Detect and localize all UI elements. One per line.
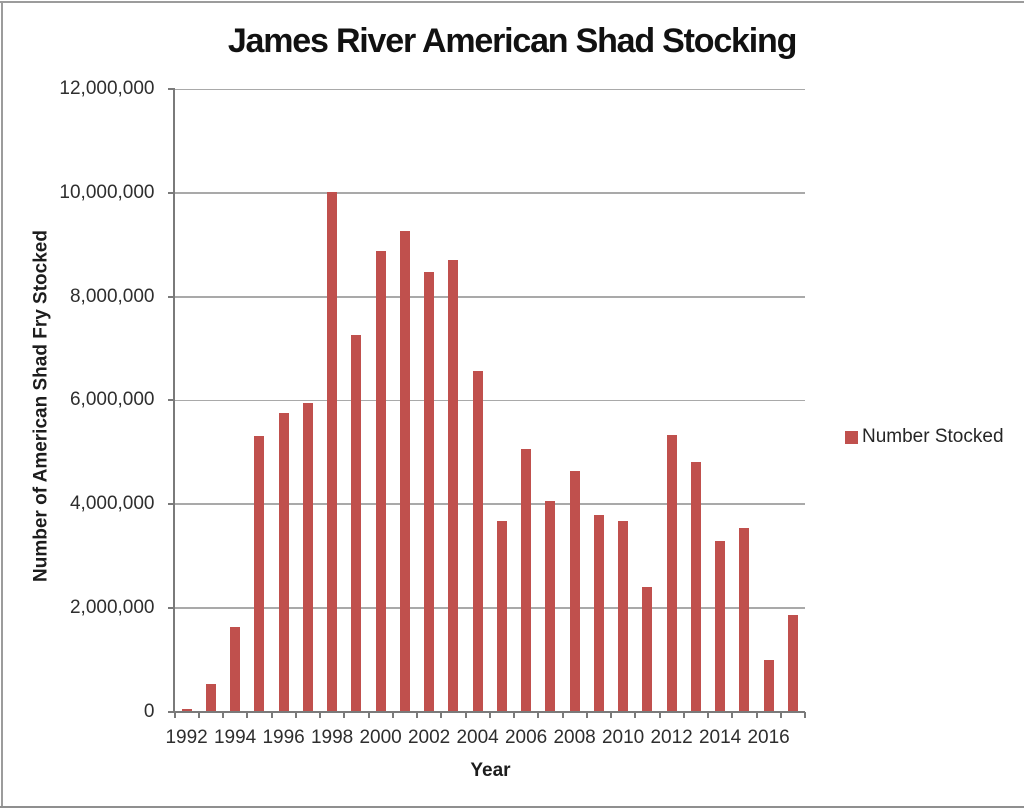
x-tick-19	[634, 711, 637, 718]
gridline-4000000	[174, 503, 805, 505]
x-tick-label-2000: 2000	[359, 727, 402, 748]
bar-2016	[763, 659, 774, 712]
y-tick-label-8000000: 8,000,000	[69, 285, 155, 307]
x-tick-label-2012: 2012	[650, 727, 693, 748]
y-tick-label-10000000: 10,000,000	[59, 182, 155, 204]
bar-1992	[181, 708, 192, 712]
y-tick-label-2000000: 2,000,000	[69, 596, 155, 618]
bar-1993	[205, 684, 216, 712]
y-tick-12000000	[167, 88, 175, 91]
x-tick-23	[731, 711, 734, 718]
y-tick-label-6000000: 6,000,000	[69, 389, 155, 411]
x-tick-5	[294, 711, 297, 718]
bar-2010	[618, 521, 629, 712]
legend-label: Number Stocked	[862, 426, 1004, 447]
bar-2004	[472, 370, 483, 712]
x-tick-label-1998: 1998	[310, 727, 354, 748]
y-tick-0	[167, 710, 175, 713]
bar-2006	[521, 449, 532, 712]
x-tick-21	[682, 711, 685, 718]
x-tick-0	[173, 711, 176, 718]
bar-2012	[666, 434, 677, 712]
bar-2014	[715, 540, 726, 712]
x-tick-label-1996: 1996	[262, 727, 305, 748]
bar-1997	[302, 403, 313, 712]
x-tick-label-2002: 2002	[407, 727, 451, 748]
x-tick-24	[755, 711, 758, 718]
y-tick-4000000	[167, 503, 175, 506]
x-tick-label-2014: 2014	[698, 727, 742, 748]
bar-2007	[545, 501, 556, 712]
bar-2017	[787, 614, 798, 712]
legend-marker-number-stocked	[845, 430, 858, 444]
y-tick-6000000	[167, 399, 175, 402]
bar-2008	[569, 470, 580, 712]
x-tick-4	[270, 711, 273, 718]
bar-2013	[690, 462, 701, 712]
x-tick-8	[367, 711, 370, 718]
y-tick-8000000	[167, 295, 175, 298]
frame-border-left	[1, 1, 3, 807]
bar-2009	[593, 515, 604, 712]
bar-1994	[230, 626, 241, 712]
x-tick-16	[561, 711, 564, 718]
x-axis-line	[172, 710, 805, 713]
x-tick-12	[464, 711, 467, 718]
x-tick-10	[416, 711, 418, 718]
x-tick-26	[804, 711, 806, 718]
gridline-10000000	[174, 192, 805, 194]
x-tick-label-2010: 2010	[601, 727, 645, 748]
y-tick-10000000	[167, 192, 175, 195]
x-axis-title: Year	[470, 760, 511, 781]
x-tick-1	[197, 711, 200, 718]
x-tick-11	[440, 711, 443, 718]
frame-border-bottom	[0, 806, 1024, 808]
bar-1995	[254, 435, 265, 712]
y-tick-label-4000000: 4,000,000	[69, 493, 155, 515]
gridline-6000000	[174, 399, 805, 402]
bar-2015	[739, 527, 750, 712]
gridline-12000000	[174, 88, 805, 91]
x-tick-label-1992: 1992	[165, 727, 208, 748]
x-tick-label-2006: 2006	[504, 727, 548, 748]
bar-2000	[375, 250, 386, 712]
bar-1999	[351, 334, 362, 712]
x-tick-label-2016: 2016	[747, 727, 790, 748]
x-tick-15	[537, 711, 540, 718]
x-tick-label-2008: 2008	[553, 727, 596, 748]
x-tick-9	[391, 711, 394, 718]
x-tick-20	[658, 711, 661, 718]
x-tick-17	[585, 711, 588, 718]
y-axis-line	[172, 88, 175, 714]
frame-border-top	[0, 1, 1024, 3]
bar-2011	[642, 586, 653, 712]
gridline-2000000	[174, 607, 805, 609]
x-tick-7	[343, 711, 346, 718]
bar-2001	[399, 231, 410, 712]
x-tick-2	[222, 711, 224, 718]
bar-1996	[278, 412, 289, 712]
bar-2002	[424, 271, 435, 712]
x-tick-14	[513, 711, 515, 718]
x-tick-25	[779, 711, 782, 718]
gridline-8000000	[174, 295, 805, 298]
x-tick-6	[319, 711, 321, 718]
x-tick-label-2004: 2004	[456, 727, 499, 748]
y-tick-label-0: 0	[143, 700, 155, 722]
chart-title: James River American Shad Stocking	[227, 22, 797, 60]
x-tick-18	[610, 711, 612, 718]
bar-2005	[496, 521, 507, 712]
y-tick-2000000	[167, 606, 175, 609]
bar-1998	[327, 192, 338, 712]
x-tick-22	[707, 711, 709, 718]
x-tick-3	[246, 711, 249, 718]
x-tick-13	[488, 711, 491, 718]
x-tick-label-1994: 1994	[213, 727, 257, 748]
bar-2003	[448, 260, 459, 712]
y-tick-label-12000000: 12,000,000	[59, 78, 155, 100]
